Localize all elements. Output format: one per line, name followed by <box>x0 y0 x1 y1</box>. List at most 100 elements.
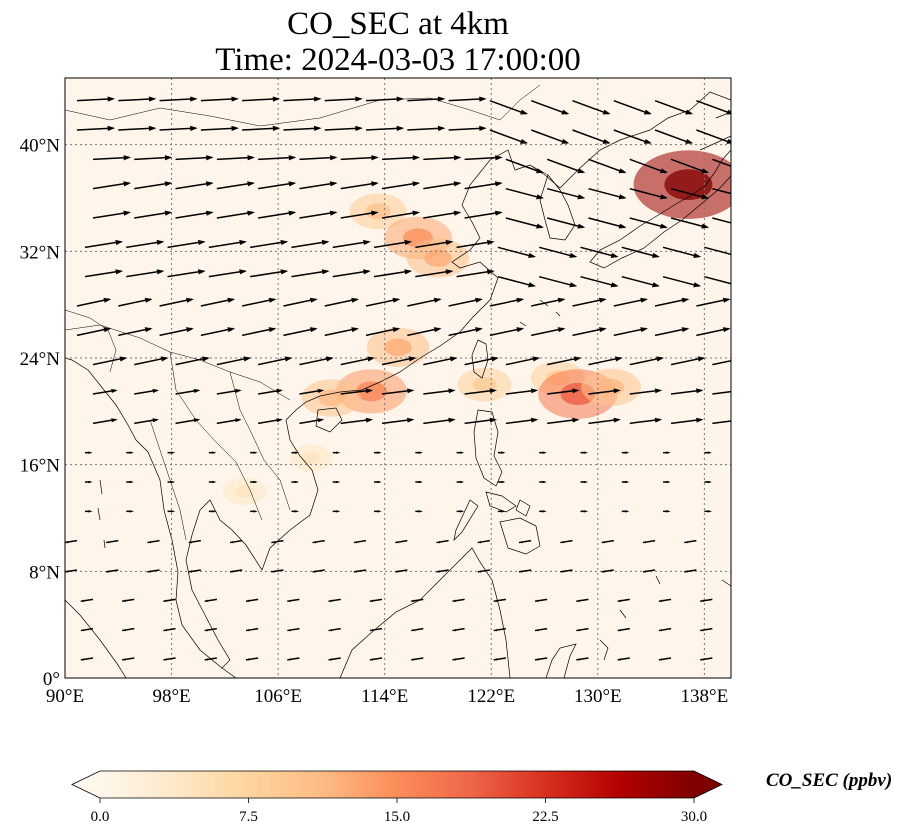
wind-arrow <box>423 155 462 161</box>
wind-arrow <box>374 510 382 513</box>
wind-arrow <box>208 510 217 513</box>
wind-arrow <box>518 539 532 544</box>
lon-tick-label: 114°E <box>361 686 408 707</box>
wind-arrow <box>712 187 731 195</box>
wind-arrow <box>159 125 198 131</box>
wind-arrow <box>415 239 454 249</box>
moluccas-islands <box>599 575 731 661</box>
wind-arrow <box>464 356 499 366</box>
wind-arrow <box>258 418 283 425</box>
wind-arrow <box>134 388 160 395</box>
wind-arrow <box>159 297 194 307</box>
wind-arrow <box>621 510 630 513</box>
wind-arrow <box>613 99 652 115</box>
plume-core-12 <box>301 451 321 465</box>
wind-arrow <box>448 327 483 337</box>
wind-arrow <box>80 657 94 661</box>
wind-arrow <box>662 275 702 288</box>
wind-arrow <box>200 96 239 102</box>
wind-arrow <box>415 480 424 484</box>
wind-arrow <box>65 539 78 544</box>
wind-arrow <box>299 181 338 190</box>
map-frame <box>64 77 732 679</box>
wind-arrow <box>188 539 201 544</box>
wind-arrow <box>106 539 119 544</box>
wind-arrow <box>580 451 589 454</box>
wind-arrow <box>539 510 547 513</box>
border-china-south <box>65 324 291 401</box>
wind-arrow <box>588 356 623 366</box>
wind-arrow <box>411 657 424 661</box>
wind-arrow <box>613 297 649 307</box>
wind-arrow <box>415 451 424 454</box>
wind-arrow <box>175 388 201 395</box>
wind-arrow <box>340 181 379 190</box>
wind-arrow <box>407 297 442 307</box>
wind-arrow <box>654 327 690 337</box>
wind-arrow <box>258 388 283 395</box>
wind-arrow <box>204 627 217 632</box>
wind-arrow <box>456 269 495 278</box>
wind-arrow <box>200 125 239 131</box>
coastlines <box>65 91 731 678</box>
wind-arrow <box>613 327 649 337</box>
wind-arrow <box>572 297 607 307</box>
wind-arrow <box>245 657 259 661</box>
wind-arrow <box>126 451 134 454</box>
wind-arrow <box>700 627 713 632</box>
wind-arrow <box>257 356 293 366</box>
andaman-islands <box>97 479 106 549</box>
plume-core-9 <box>598 378 625 396</box>
wind-arrow <box>539 451 547 454</box>
wind-arrow <box>242 96 281 102</box>
wind-arrow <box>121 657 135 661</box>
wind-arrow <box>712 390 731 395</box>
wind-arrow <box>670 217 710 229</box>
wind-arrow <box>84 480 93 484</box>
wind-arrow <box>242 125 281 131</box>
wind-arrow <box>175 418 201 425</box>
wind-arrow <box>250 239 289 249</box>
colorbar: 0.0 7.5 15.0 22.5 30.0 <box>71 770 723 825</box>
wind-arrow <box>167 510 176 513</box>
wind-arrow <box>407 327 442 337</box>
wind-arrow <box>456 510 465 513</box>
wind-arrow <box>662 246 702 258</box>
wind-arrow <box>65 569 78 573</box>
wind-arrow <box>287 598 300 603</box>
country-borders <box>65 84 549 541</box>
lon-tick-label: 122°E <box>467 686 515 707</box>
wind-arrow <box>395 539 408 544</box>
wind-arrow <box>712 158 731 168</box>
wind-arrow <box>242 327 277 337</box>
lat-tick-label: 24°N <box>20 349 61 370</box>
wind-arrow <box>505 158 544 174</box>
wind-arrow <box>312 539 325 544</box>
wind-arrow <box>629 417 663 425</box>
map-time-subtitle: Time: 2024-03-03 17:00:00 <box>215 42 581 78</box>
wind-arrow <box>489 297 525 307</box>
wind-arrow <box>365 125 405 131</box>
wind-arrow <box>324 96 363 102</box>
wind-arrow <box>621 275 660 288</box>
wind-arrow <box>436 569 449 573</box>
plume-core-6 <box>472 377 497 393</box>
wind-arrow <box>534 598 548 603</box>
wind-arrow <box>80 627 94 632</box>
wind-arrow <box>84 451 93 454</box>
wind-arrow <box>588 217 627 229</box>
lon-tick-label: 130°E <box>574 686 622 707</box>
wind-arrow <box>448 125 487 131</box>
wind-arrow <box>497 480 506 484</box>
wind-arrow <box>411 627 424 632</box>
wind-arrow <box>448 96 487 102</box>
colorbar-tick-label: 15.0 <box>384 809 410 825</box>
wind-arrow <box>580 275 619 288</box>
lon-tick-label: 138°E <box>681 686 729 707</box>
wind-arrow <box>580 480 589 484</box>
wind-arrow <box>617 627 630 632</box>
wind-arrow <box>216 388 242 395</box>
wind-arrow <box>436 539 449 544</box>
wind-arrow <box>340 417 374 425</box>
